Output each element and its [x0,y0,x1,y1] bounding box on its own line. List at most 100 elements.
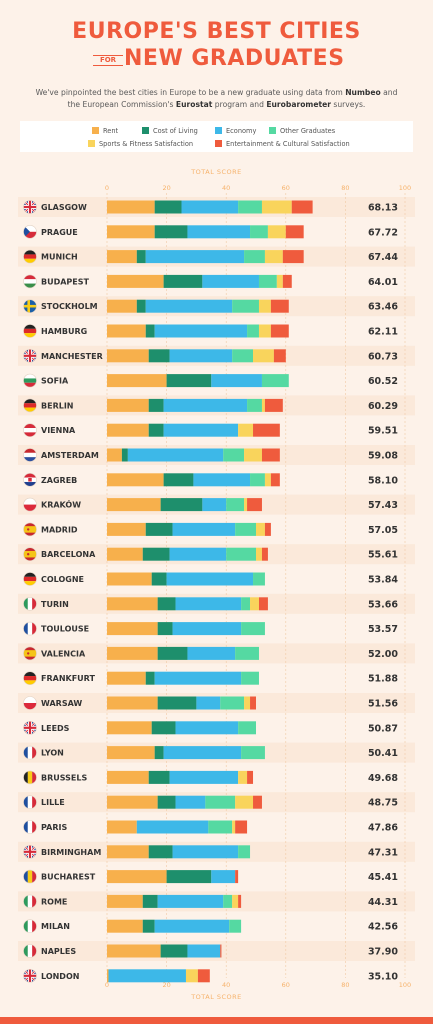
legend-other-graduates: Other Graduates [269,127,335,135]
bar-segment [197,969,210,983]
flag-icon [23,622,37,636]
bar-segment [258,299,271,313]
flag-border [23,324,37,338]
bar-segment [244,498,248,512]
bar-segment [166,870,212,884]
bar-segment [172,522,236,536]
intro-part-1: We've pinpointed the best cities in Euro… [35,88,346,97]
bar-segment [253,795,262,809]
city-label: TOULOUSE [41,625,89,634]
bar-segment [244,250,265,264]
score-label: 50.87 [368,723,398,734]
city-label: LILLE [41,798,65,807]
legend-cost-of-living: Cost of Living [142,127,198,135]
bar-segment [244,448,262,462]
city-label: TURIN [41,600,69,609]
score-label: 68.13 [368,203,398,214]
flag-border [23,596,37,611]
bar-segment [107,200,155,214]
flag-icon [23,299,37,313]
bar-segment [232,349,254,363]
bar-segment [238,721,256,735]
bar-segment [107,894,143,908]
flag-border [23,398,37,413]
bar-segment [107,572,152,586]
city-label: KRAKÓW [41,499,81,510]
city-label: AMSTERDAM [41,451,99,460]
flag-icon [23,547,37,561]
bar-segment [145,250,245,264]
bar-segment [163,398,248,412]
bar-segment [226,547,256,561]
intro-part-3: program and [212,100,267,109]
bar-segment [107,746,155,760]
city-label: STOCKHOLM [41,302,98,311]
bar-segment [238,200,262,214]
bar-segment [273,349,286,363]
flag-icon [23,374,37,388]
bar-segment [261,200,292,214]
bar-segment [253,572,265,586]
legend-swatch [215,127,222,134]
x-tick-label-top: 20 [162,184,170,192]
flag-icon [23,349,37,363]
bar-segment [270,324,289,338]
bar-segment [193,473,251,487]
legend-entertainment: Entertainment & Cultural Satisfaction [215,140,350,148]
flag-border [23,720,37,735]
city-label: NAPLES [41,947,76,956]
score-label: 44.31 [368,897,398,908]
flag-icon [23,274,37,288]
score-label: 52.00 [368,649,398,660]
bar-segment [202,498,227,512]
bar-segment [241,597,251,611]
bar-segment [232,299,259,313]
x-tick-label-top: 40 [222,184,230,192]
flag-icon [23,597,37,611]
bar-segment [247,770,254,784]
bar-segment [241,746,265,760]
score-label: 45.41 [368,872,398,883]
title-for-tag: FOR [93,55,123,66]
bar-segment [136,299,146,313]
bar-segment [107,597,158,611]
score-label: 60.52 [368,376,398,387]
bar-segment [148,770,170,784]
flag-border [23,646,37,661]
flag-border [23,522,37,537]
bar-segment [270,473,280,487]
bar-segment [107,919,143,933]
bar-segment [172,845,239,859]
flag-icon [23,448,37,462]
flag-icon [23,646,37,660]
x-tick-label-top: 80 [341,184,349,192]
flag-icon [23,721,37,735]
bar-segment [148,398,164,412]
bar-segment [169,349,233,363]
bar-segment [107,547,143,561]
score-label: 67.44 [368,252,398,263]
bar-segment [107,274,164,288]
bar-segment [264,522,271,536]
city-label: LONDON [41,972,79,981]
bar-segment [223,894,233,908]
bar-segment [261,448,280,462]
city-label: BRUSSELS [41,773,87,782]
score-label: 62.11 [368,327,398,338]
flag-icon [23,498,37,512]
city-label: SOFIA [41,377,69,386]
legend-label: Sports & Fitness Satisfaction [99,140,194,148]
score-label: 59.08 [368,451,398,462]
x-tick-label-bottom: 100 [399,981,411,989]
bar-segment [154,919,230,933]
bar-segment [181,200,239,214]
bar-segment [151,572,167,586]
flag-icon [23,894,37,908]
flag-border [23,844,37,859]
bar-segment [247,398,262,412]
intro-eurostat: Eurostat [175,100,213,109]
score-label: 58.10 [368,475,398,486]
bar-segment [175,721,239,735]
bar-segment [148,349,170,363]
